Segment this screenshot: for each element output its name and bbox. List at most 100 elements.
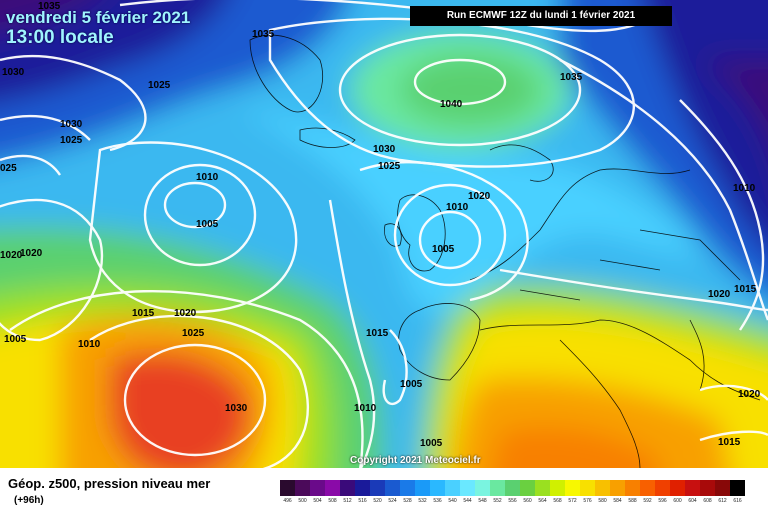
isobar-label: 1010 bbox=[446, 202, 469, 213]
isobar-label: 1040 bbox=[440, 99, 463, 110]
color-scale-label: 548 bbox=[478, 498, 487, 504]
color-scale-label: 604 bbox=[688, 498, 697, 504]
color-scale-label: 576 bbox=[583, 498, 592, 504]
isobar-label: 1010 bbox=[354, 403, 377, 414]
isobar-label: 1015 bbox=[718, 437, 741, 448]
isobar-label: 1005 bbox=[420, 438, 443, 449]
forecast-lead-time: (+96h) bbox=[14, 495, 44, 506]
color-scale-label: 580 bbox=[598, 498, 607, 504]
color-scale-swatch bbox=[430, 480, 445, 496]
isobar-label: 1030 bbox=[60, 119, 83, 130]
copyright-text: Copyright 2021 Meteociel.fr bbox=[350, 455, 481, 466]
color-scale-label: 556 bbox=[508, 498, 517, 504]
isobar-label: 1005 bbox=[400, 379, 423, 390]
isobar-label: 1015 bbox=[132, 308, 155, 319]
color-scale-label: 516 bbox=[358, 498, 367, 504]
color-scale-label: 500 bbox=[298, 498, 307, 504]
isobar-label: 1025 bbox=[60, 135, 83, 146]
color-scale-swatch bbox=[700, 480, 715, 496]
isobar-label: 1035 bbox=[38, 1, 61, 12]
coastlines bbox=[249, 34, 761, 468]
run-label: Run ECMWF 12Z du lundi 1 février 2021 bbox=[410, 6, 672, 26]
isobars bbox=[0, 0, 768, 468]
color-scale-swatch bbox=[445, 480, 460, 496]
color-scale-swatch bbox=[370, 480, 385, 496]
color-scale-label: 588 bbox=[628, 498, 637, 504]
color-scale-swatch bbox=[520, 480, 535, 496]
color-scale-swatch bbox=[415, 480, 430, 496]
color-scale-swatch bbox=[580, 480, 595, 496]
color-scale-swatch bbox=[655, 480, 670, 496]
color-scale-swatch bbox=[475, 480, 490, 496]
forecast-time: 13:00 locale bbox=[6, 27, 114, 48]
color-scale-swatch bbox=[325, 480, 340, 496]
color-scale-labels: 496 500 504 508 512 516 520 524 528 532 536 540 544 5… bbox=[280, 498, 745, 508]
color-scale-label: 504 bbox=[313, 498, 322, 504]
color-scale-label: 616 bbox=[733, 498, 742, 504]
color-scale bbox=[280, 480, 745, 496]
color-scale-label: 568 bbox=[553, 498, 562, 504]
color-scale-label: 572 bbox=[568, 498, 577, 504]
color-scale-label: 532 bbox=[418, 498, 427, 504]
isobar-label: 1005 bbox=[432, 244, 455, 255]
color-scale-swatch bbox=[400, 480, 415, 496]
geopotential-field bbox=[0, 0, 768, 468]
color-scale-swatch bbox=[295, 480, 310, 496]
isobar-label: 1030 bbox=[373, 144, 396, 155]
isobar-label: 1010 bbox=[78, 339, 101, 350]
color-scale-swatch bbox=[565, 480, 580, 496]
isobar-label: 1020 bbox=[0, 250, 23, 261]
color-scale-swatch bbox=[730, 480, 745, 496]
isobar-label: 1005 bbox=[4, 334, 27, 345]
isobar-label: 1020 bbox=[174, 308, 197, 319]
color-scale-swatch bbox=[490, 480, 505, 496]
isobar-label: 1010 bbox=[196, 172, 219, 183]
isobar-values: 1035 1030 1025 1030 1025 025 1035 1040 1… bbox=[0, 1, 761, 449]
isobar-label: 1020 bbox=[20, 248, 43, 259]
color-scale-label: 524 bbox=[388, 498, 397, 504]
color-scale-label: 608 bbox=[703, 498, 712, 504]
isobar-label: 025 bbox=[0, 163, 17, 174]
color-scale-swatch bbox=[640, 480, 655, 496]
color-scale-swatch bbox=[280, 480, 295, 496]
map-title: Géop. z500, pression niveau mer bbox=[8, 476, 211, 491]
isobar-label: 1020 bbox=[468, 191, 491, 202]
isobar-label: 1015 bbox=[734, 284, 757, 295]
color-scale-label: 544 bbox=[463, 498, 472, 504]
isobar-label: 1010 bbox=[733, 183, 756, 194]
color-scale-swatch bbox=[460, 480, 475, 496]
color-scale-label: 496 bbox=[283, 498, 292, 504]
color-scale-swatch bbox=[715, 480, 730, 496]
color-scale-swatch bbox=[625, 480, 640, 496]
color-scale-swatch bbox=[505, 480, 520, 496]
isobar-label: 1020 bbox=[708, 289, 731, 300]
color-scale-swatch bbox=[310, 480, 325, 496]
color-scale-swatch bbox=[550, 480, 565, 496]
color-scale-label: 612 bbox=[718, 498, 727, 504]
color-scale-label: 520 bbox=[373, 498, 382, 504]
color-scale-label: 584 bbox=[613, 498, 622, 504]
map-footer: Géop. z500, pression niveau mer (+96h) 4… bbox=[0, 468, 768, 512]
color-scale-label: 540 bbox=[448, 498, 457, 504]
forecast-datetime: vendredi 5 février 2021 13:00 locale bbox=[6, 8, 190, 49]
isobar-label: 1015 bbox=[366, 328, 389, 339]
color-scale-label: 592 bbox=[643, 498, 652, 504]
color-scale-swatch bbox=[535, 480, 550, 496]
color-scale-label: 552 bbox=[493, 498, 502, 504]
color-scale-swatch bbox=[670, 480, 685, 496]
isobar-label: 1030 bbox=[2, 67, 25, 78]
isobar-label: 1030 bbox=[225, 403, 248, 414]
color-scale-swatch bbox=[355, 480, 370, 496]
color-scale-swatch bbox=[685, 480, 700, 496]
color-scale-label: 508 bbox=[328, 498, 337, 504]
color-scale-label: 512 bbox=[343, 498, 352, 504]
color-scale-swatch bbox=[340, 480, 355, 496]
color-scale-swatch bbox=[385, 480, 400, 496]
isobar-label: 1025 bbox=[182, 328, 205, 339]
color-scale-label: 600 bbox=[673, 498, 682, 504]
isobar-label: 1020 bbox=[738, 389, 761, 400]
color-scale-label: 560 bbox=[523, 498, 532, 504]
isobar-label: 1035 bbox=[560, 72, 583, 83]
color-scale-label: 596 bbox=[658, 498, 667, 504]
